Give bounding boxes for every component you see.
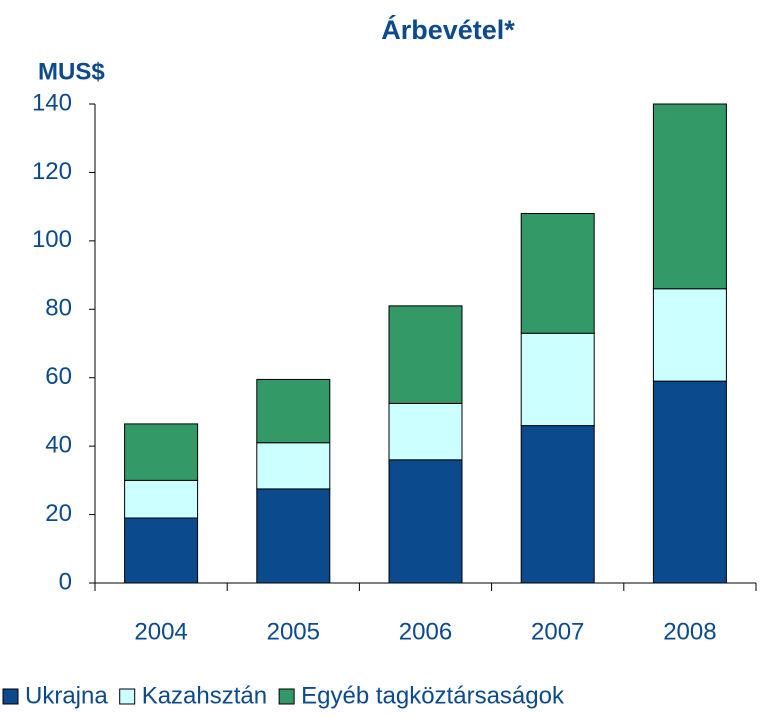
legend-swatch <box>2 688 19 705</box>
x-tick-label: 2007 <box>531 618 584 645</box>
bar-segment <box>124 517 199 584</box>
x-tick-label: 2008 <box>663 618 716 645</box>
y-tick-label: 40 <box>45 431 72 458</box>
bar-segment <box>124 423 199 481</box>
y-tick-label: 120 <box>32 158 72 185</box>
legend-label: Kazahsztán <box>142 682 267 709</box>
legend-swatch <box>119 688 136 705</box>
y-tick-label: 80 <box>45 295 72 322</box>
x-tick-label: 2005 <box>267 618 320 645</box>
bar-segment <box>388 459 463 584</box>
bar-segment <box>652 288 727 382</box>
y-tick-label: 20 <box>45 500 72 527</box>
legend-swatch <box>278 688 295 705</box>
x-tick-label: 2006 <box>399 618 452 645</box>
y-tick-label: 0 <box>59 568 72 595</box>
bar-segment <box>256 378 331 444</box>
x-tick-label: 2004 <box>134 618 187 645</box>
bar-segment <box>520 332 595 427</box>
y-tick-label: 100 <box>32 226 72 253</box>
bar-segment <box>652 103 727 290</box>
bar-segment <box>520 212 595 334</box>
bar-segment <box>388 305 463 404</box>
bar-segment <box>388 402 463 461</box>
y-tick-label: 60 <box>45 363 72 390</box>
y-axis-label: MUS$ <box>38 58 105 85</box>
bar-segment <box>652 380 727 584</box>
bar-segment <box>256 442 331 490</box>
legend-label: Egyéb tagköztársaságok <box>301 682 565 709</box>
y-tick-label: 140 <box>32 89 72 116</box>
bar-segment <box>520 425 595 584</box>
bar-segment <box>124 479 199 519</box>
bar-segment <box>256 488 331 584</box>
chart-title: Árbevétel* <box>381 14 515 45</box>
legend-label: Ukrajna <box>25 682 108 709</box>
